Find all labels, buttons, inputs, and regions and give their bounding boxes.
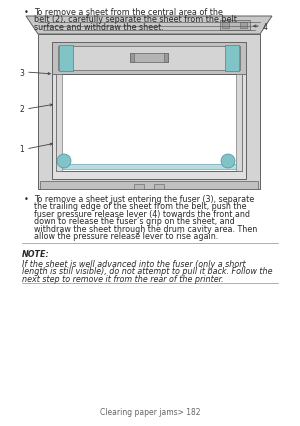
Text: 2: 2 (19, 105, 24, 114)
Circle shape (221, 155, 235, 169)
Text: 4: 4 (263, 23, 268, 32)
Text: belt (2), carefully separate the sheet from the belt: belt (2), carefully separate the sheet f… (34, 15, 237, 24)
Bar (59, 46, 73, 72)
Bar (134, 184, 144, 190)
Bar (62, 164, 236, 170)
Polygon shape (26, 17, 272, 35)
Bar (164, 54, 168, 63)
Bar (225, 46, 239, 72)
Text: •: • (24, 8, 29, 17)
Text: next step to remove it from the rear of the printer.: next step to remove it from the rear of … (22, 274, 224, 283)
Text: the trailing edge of the sheet from the belt, push the: the trailing edge of the sheet from the … (34, 202, 247, 211)
Text: NOTE:: NOTE: (22, 249, 50, 259)
Text: fuser pressure release lever (4) towards the front and: fuser pressure release lever (4) towards… (34, 210, 250, 219)
Text: down to release the fuser’s grip on the sheet, and: down to release the fuser’s grip on the … (34, 217, 235, 226)
Text: •: • (24, 195, 29, 204)
Bar (130, 54, 168, 63)
Text: Clearing paper jams> 182: Clearing paper jams> 182 (100, 407, 200, 416)
Bar (56, 75, 62, 172)
Text: withdraw the sheet through the drum cavity area. Then: withdraw the sheet through the drum cavi… (34, 225, 257, 233)
Text: To remove a sheet just entering the fuser (3), separate: To remove a sheet just entering the fuse… (34, 195, 254, 204)
Bar (236, 75, 242, 172)
Bar (154, 184, 164, 190)
Text: length is still visible), do not attempt to pull it back. Follow the: length is still visible), do not attempt… (22, 267, 272, 276)
Bar (130, 54, 134, 63)
Bar (58, 47, 240, 71)
Text: surface and withdraw the sheet.: surface and withdraw the sheet. (34, 23, 164, 32)
Text: If the sheet is well advanced into the fuser (only a short: If the sheet is well advanced into the f… (22, 259, 246, 268)
Bar (222, 23, 229, 29)
Bar (220, 21, 250, 31)
Bar (52, 43, 246, 75)
Circle shape (57, 155, 71, 169)
Bar (52, 43, 246, 180)
Bar (56, 75, 242, 172)
Bar (40, 181, 258, 190)
Text: allow the pressure release lever to rise again.: allow the pressure release lever to rise… (34, 232, 218, 241)
Text: 1: 1 (19, 145, 24, 154)
Text: 3: 3 (19, 68, 24, 77)
Text: To remove a sheet from the central area of the: To remove a sheet from the central area … (34, 8, 223, 17)
Bar (38, 35, 260, 190)
Bar (240, 23, 247, 29)
